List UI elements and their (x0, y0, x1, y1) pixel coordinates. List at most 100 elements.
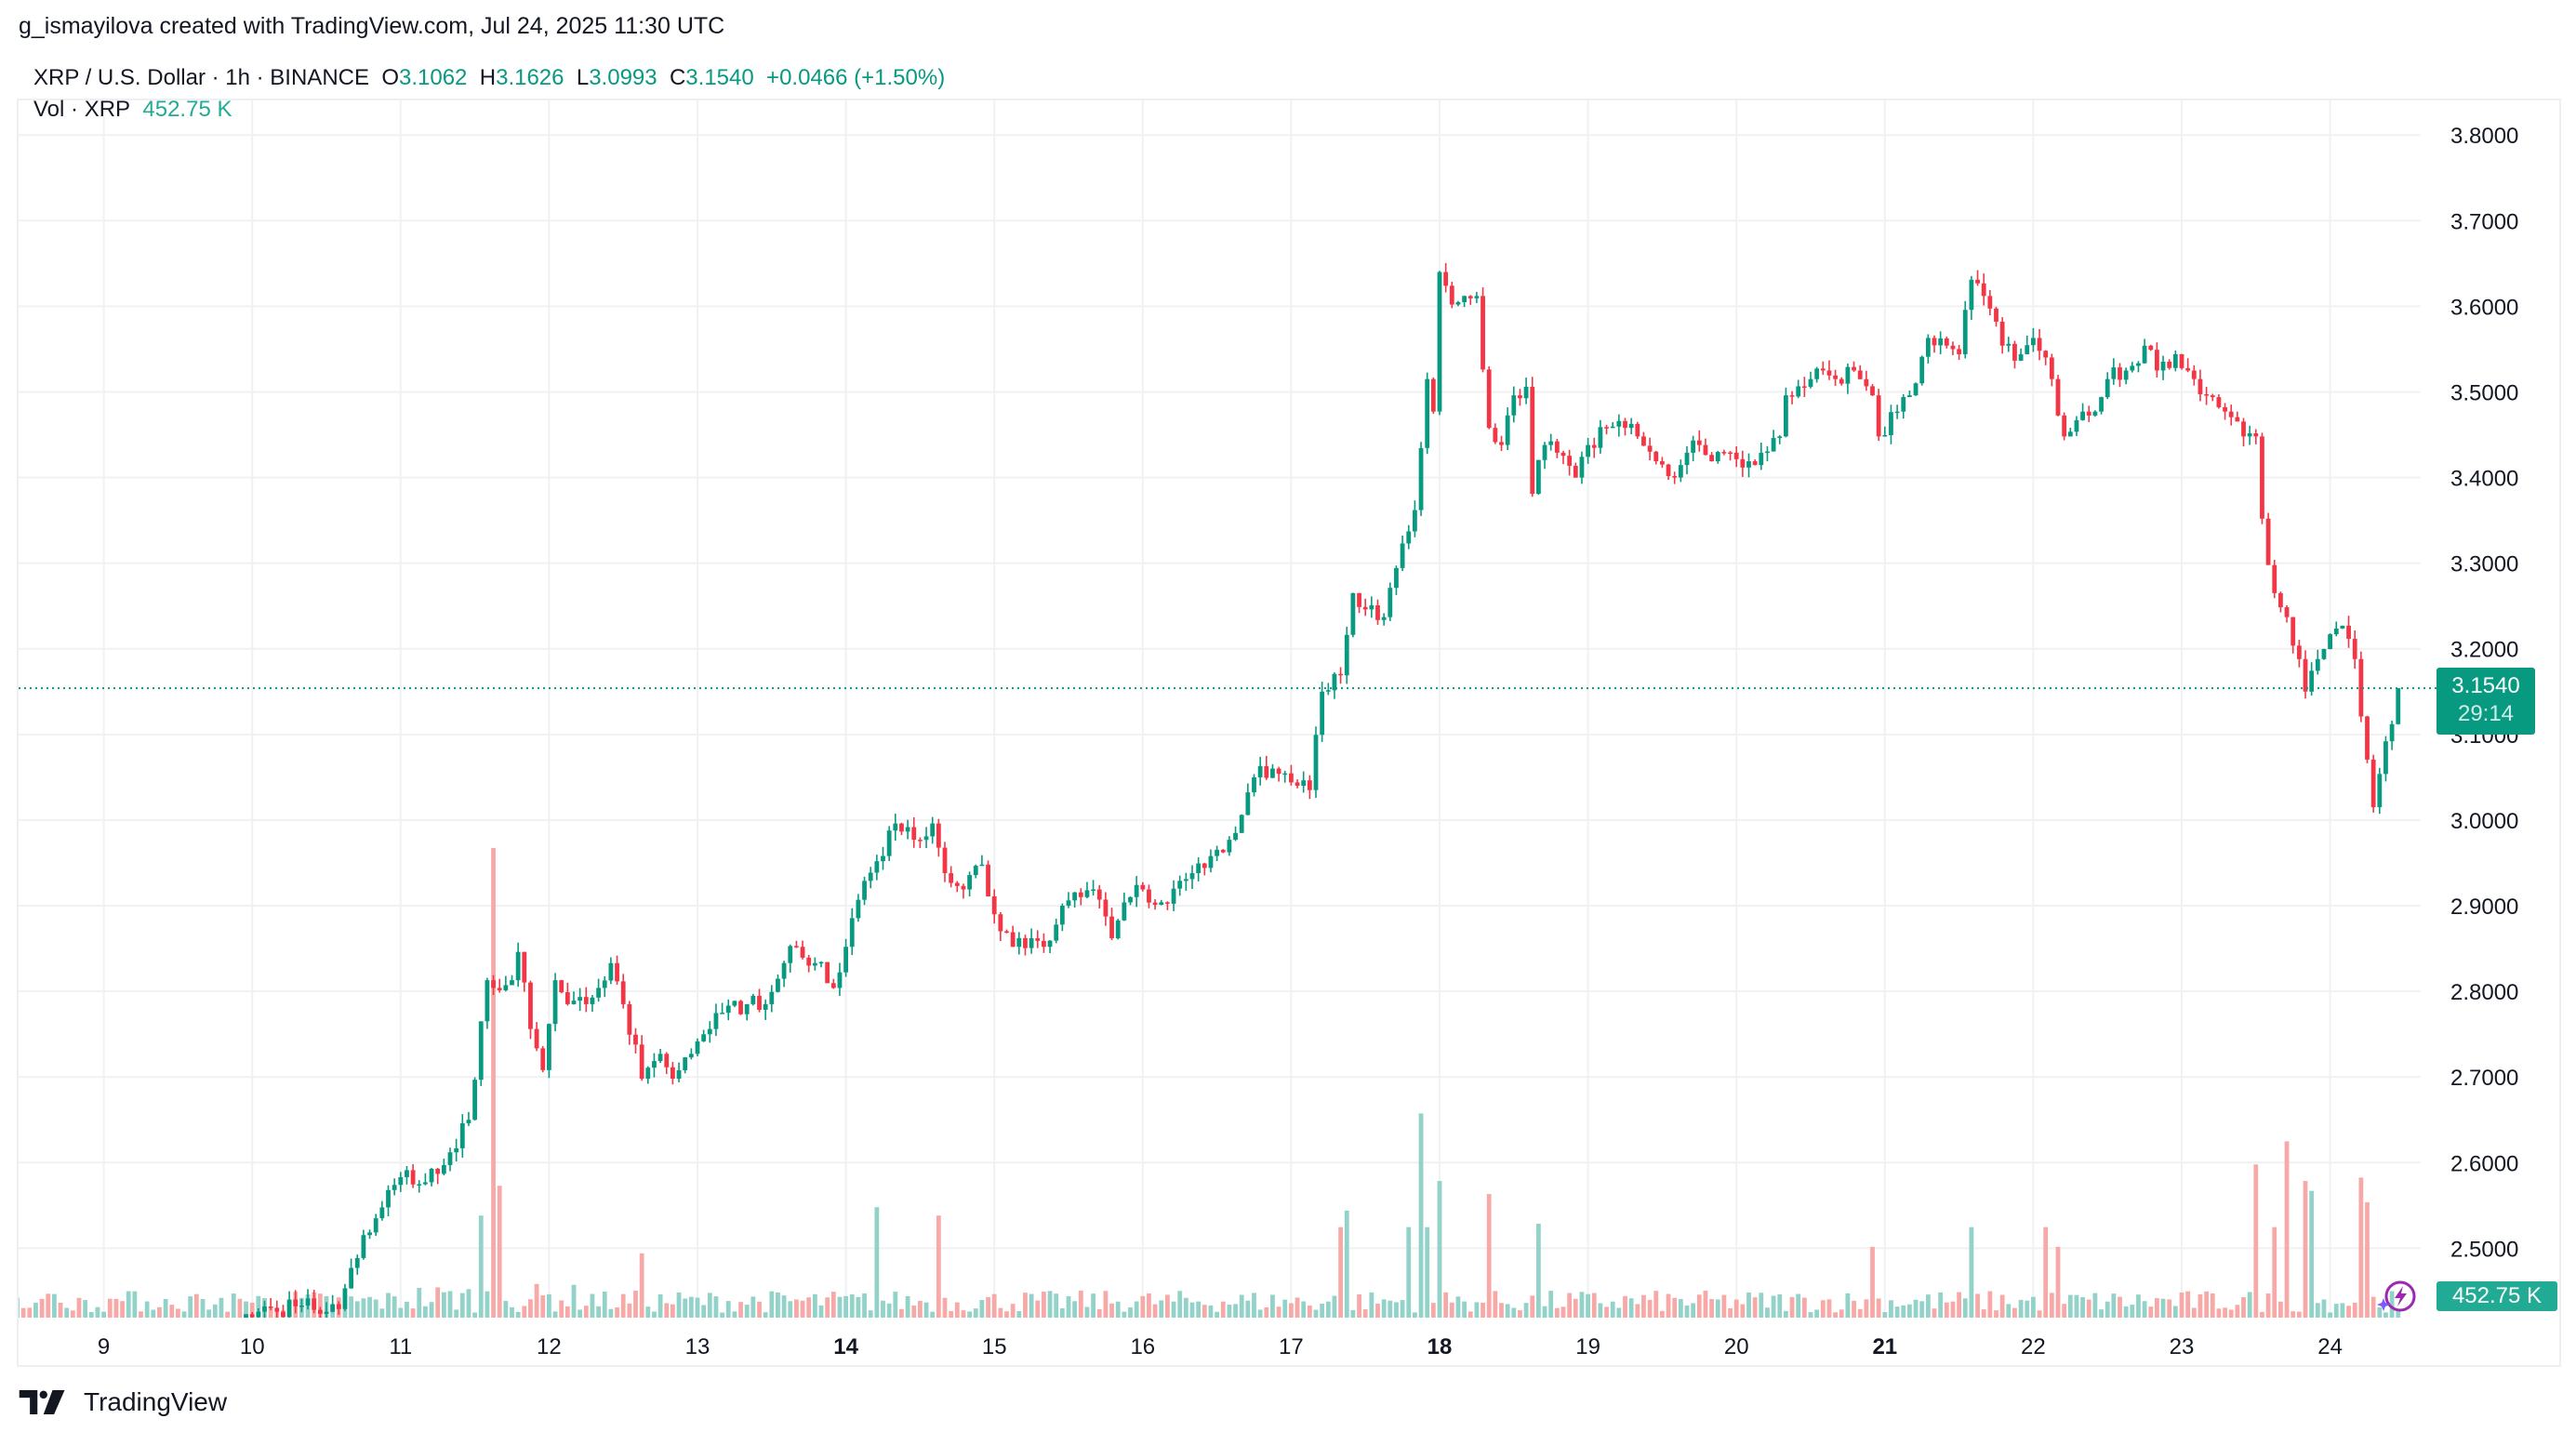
volume-bar (627, 1303, 632, 1318)
candle-body (491, 980, 496, 988)
volume-bar (615, 1307, 619, 1318)
open-label: O (381, 65, 399, 90)
volume-bar (101, 1311, 106, 1318)
candle-body (1913, 383, 1919, 396)
volume-bar (1042, 1292, 1046, 1318)
candle-body (1604, 427, 1609, 429)
volume-bar (1511, 1307, 1517, 1318)
candle-body (1096, 889, 1102, 900)
candle-body (1004, 931, 1009, 934)
volume-bar (2099, 1309, 2104, 1318)
candle-body (410, 1170, 416, 1185)
candle-body (515, 951, 521, 981)
volume-bar (1425, 1226, 1430, 1318)
ai-assistant-lightning-icon[interactable] (2376, 1278, 2417, 1315)
volume-bar (466, 1289, 471, 1318)
tradingview-logo[interactable]: TradingView (19, 1387, 227, 1417)
candle-body (2389, 723, 2395, 742)
volume-bar (188, 1296, 193, 1318)
candle-body (405, 1170, 409, 1177)
candle-body (620, 981, 626, 1004)
candle-body (1016, 937, 1022, 948)
volume-bar (392, 1296, 397, 1318)
candle-body (1455, 301, 1461, 305)
volume-bar (590, 1293, 595, 1318)
candle-body (485, 980, 490, 1022)
volume-bar (1350, 1309, 1356, 1318)
candle-body (781, 962, 787, 979)
candle-body (256, 1311, 261, 1318)
volume-bar (1653, 1291, 1659, 1318)
candle-body (1826, 370, 1832, 376)
candle-body (2321, 648, 2327, 659)
candle-body (1691, 440, 1696, 453)
candle-body (1338, 673, 1343, 676)
volume-bar (1282, 1299, 1288, 1318)
candle-body (1486, 369, 1492, 429)
volume-bar (1870, 1246, 1875, 1318)
volume-bar (818, 1305, 824, 1318)
volume-bar (2160, 1298, 2166, 1318)
volume-bar (1987, 1291, 1993, 1318)
volume-bar (1029, 1293, 1034, 1318)
candle-body (2185, 367, 2191, 371)
candle-body (1159, 902, 1164, 905)
last-price: 3.1540 (2451, 673, 2520, 698)
candle-body (1257, 765, 1263, 777)
candle-body (1759, 452, 1764, 466)
candle-body (1894, 411, 1900, 414)
candle-body (818, 961, 824, 964)
volume-bar (1295, 1297, 1300, 1318)
candle-body (342, 1288, 348, 1309)
volume-bar (856, 1296, 861, 1318)
candle-body (1350, 592, 1356, 635)
candle-body (979, 864, 985, 867)
time-tick-label: 21 (1872, 1334, 1897, 1359)
candle-body (2006, 343, 2012, 346)
candle-body (1189, 873, 1195, 880)
candle-body (806, 957, 812, 966)
volume-title[interactable]: Vol · XRP (33, 97, 131, 122)
candle-body (1518, 395, 1522, 399)
volume-bar (1307, 1305, 1312, 1318)
volume-bar (2067, 1294, 2073, 1318)
symbol-title[interactable]: XRP / U.S. Dollar · 1h · BINANCE (33, 65, 369, 90)
candle-body (800, 947, 805, 958)
candle-body (1721, 452, 1727, 454)
candle-body (2092, 411, 2098, 416)
volume-bar (256, 1295, 261, 1318)
volume-bar (1084, 1306, 1090, 1318)
candle-body (695, 1041, 700, 1054)
volume-bar (225, 1311, 230, 1318)
volume-bar (1777, 1293, 1783, 1318)
candle-body (262, 1306, 267, 1312)
volume-bar (1721, 1294, 1727, 1318)
candle-body (2043, 351, 2049, 358)
volume-bar (713, 1296, 719, 1318)
change-value: +0.0466 (+1.50%) (766, 65, 946, 90)
candle-body (930, 823, 936, 837)
candle-body (1591, 444, 1597, 448)
volume-bar (1672, 1297, 1678, 1318)
volume-bar (1357, 1293, 1361, 1318)
volume-bar (1276, 1306, 1281, 1318)
candle-body (1084, 890, 1090, 897)
volume-bar (163, 1298, 168, 1318)
volume-bar (1091, 1293, 1095, 1318)
volume-bar (2111, 1293, 2117, 1318)
candle-body (1042, 940, 1046, 948)
candle-body (1944, 338, 1949, 346)
volume-bar (120, 1301, 125, 1318)
candle-body (2025, 345, 2030, 354)
candle-body (707, 1028, 712, 1035)
candle-body (899, 823, 904, 832)
candle-body (1215, 849, 1219, 856)
candle-body (1703, 444, 1708, 456)
candle-body (459, 1122, 465, 1148)
candle-body (1728, 452, 1733, 455)
volume-bar (738, 1302, 743, 1318)
candle-body (249, 1314, 255, 1318)
volume-bar (2377, 1307, 2383, 1318)
candle-body (652, 1061, 657, 1068)
